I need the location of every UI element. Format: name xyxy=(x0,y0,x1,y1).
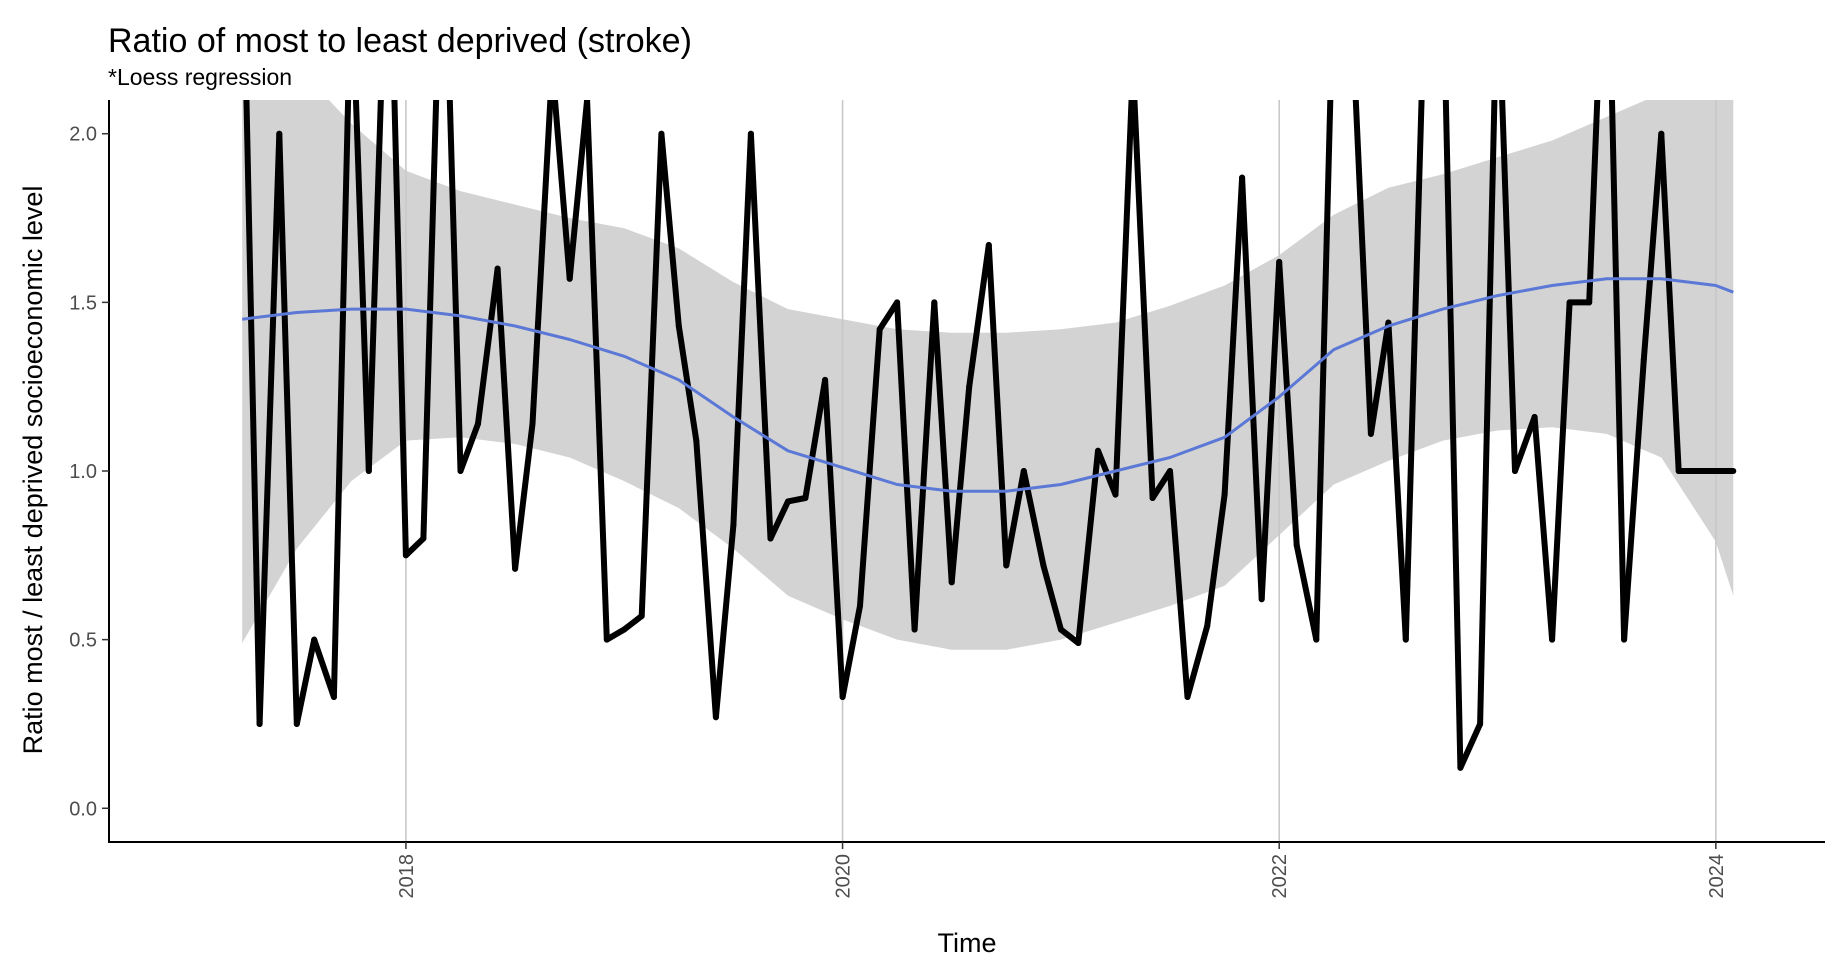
series-segment xyxy=(1531,414,1556,643)
series-segment xyxy=(802,376,829,501)
series-segment xyxy=(1499,100,1518,474)
series-segment xyxy=(420,100,440,542)
series-segment xyxy=(512,420,536,572)
series-segment xyxy=(876,299,901,333)
series-segment xyxy=(1512,414,1538,474)
series-segment xyxy=(293,636,318,727)
series-segment xyxy=(693,437,719,721)
series-segment xyxy=(1621,356,1647,643)
series-segment xyxy=(1239,174,1265,603)
y-tick-label: 0.0 xyxy=(69,798,97,820)
series-segment xyxy=(457,420,481,474)
series-segment xyxy=(966,242,992,390)
series-segment xyxy=(1293,542,1320,643)
series-layer xyxy=(243,100,1737,771)
series-segment xyxy=(1402,100,1425,643)
series-segment xyxy=(494,265,519,572)
series-segment xyxy=(566,100,591,282)
series-segment xyxy=(911,299,938,633)
series-segment xyxy=(475,265,501,427)
series-segment xyxy=(256,130,283,727)
series-segment xyxy=(1276,258,1300,549)
series-segment xyxy=(839,602,863,700)
series-segment xyxy=(730,130,754,528)
x-tick-label: 2018 xyxy=(396,854,418,899)
series-segment xyxy=(894,299,918,633)
series-segment xyxy=(822,376,846,700)
x-tick-label: 2020 xyxy=(833,854,855,899)
series-segment xyxy=(712,522,737,721)
series-segment xyxy=(1221,174,1246,498)
x-axis-title: Time xyxy=(938,928,997,958)
series-segment xyxy=(1149,468,1173,501)
series-segment xyxy=(675,323,700,444)
y-tick-label: 2.0 xyxy=(69,124,97,146)
series-segment xyxy=(551,100,573,282)
series-segment xyxy=(638,130,665,619)
series-segment xyxy=(948,383,973,586)
series-segment xyxy=(857,326,883,609)
series-segment xyxy=(1167,468,1191,700)
y-tick-label: 1.5 xyxy=(69,292,97,314)
series-segment xyxy=(365,100,384,474)
loess-line xyxy=(242,277,1734,493)
series-segment xyxy=(1457,721,1484,771)
series-segment xyxy=(243,100,263,727)
series-segment xyxy=(446,100,464,474)
series-segment xyxy=(1057,626,1082,646)
series-segment xyxy=(1608,100,1628,643)
series-segment xyxy=(1640,130,1665,363)
series-segment xyxy=(402,535,427,559)
series-segment xyxy=(985,242,1010,569)
series-segment xyxy=(1204,491,1228,630)
series-segment xyxy=(529,100,554,427)
series-segment xyxy=(1184,623,1211,700)
series-segment xyxy=(1258,258,1283,603)
series-segment xyxy=(276,130,300,727)
series-segment xyxy=(747,130,774,542)
series-segment xyxy=(1477,100,1498,727)
series-segment xyxy=(1075,447,1101,646)
series-segment xyxy=(1131,100,1156,501)
series-segment xyxy=(1352,100,1374,437)
series-segment xyxy=(1549,299,1573,643)
axis-layer: 0.0 0.5 1.0 1.5 2.0 2018 2020 2022 2024 xyxy=(69,100,1825,899)
series-segment xyxy=(1385,319,1409,643)
series-segment xyxy=(1367,319,1392,437)
chart-subtitle: *Loess regression xyxy=(108,64,293,90)
y-tick-label: 0.5 xyxy=(69,630,97,652)
series-segment xyxy=(391,100,409,559)
series-segment xyxy=(1003,468,1027,569)
series-segment xyxy=(1020,468,1047,569)
y-axis-title: Ratio most / least deprived socioeconomi… xyxy=(18,186,48,755)
x-tick-label: 2024 xyxy=(1706,854,1728,899)
series-segment xyxy=(1313,100,1334,643)
y-tick-label: 1.0 xyxy=(69,461,97,483)
series-segment xyxy=(767,498,791,542)
series-segment xyxy=(1112,100,1135,498)
series-segment xyxy=(352,100,372,474)
series-segment xyxy=(1658,130,1682,474)
series-segment xyxy=(1586,100,1601,306)
chart-title: Ratio of most to least deprived (stroke) xyxy=(108,22,692,60)
series-segment xyxy=(1442,100,1464,771)
loess-layer xyxy=(242,277,1734,493)
series-segment xyxy=(1040,562,1064,633)
series-segment xyxy=(658,130,682,329)
series-segment xyxy=(330,100,352,700)
series-segment xyxy=(603,626,628,643)
series-segment xyxy=(584,100,610,643)
series-segment xyxy=(311,636,337,700)
series-segment xyxy=(931,299,955,586)
series-segment xyxy=(621,613,645,633)
x-tick-label: 2022 xyxy=(1269,854,1291,899)
